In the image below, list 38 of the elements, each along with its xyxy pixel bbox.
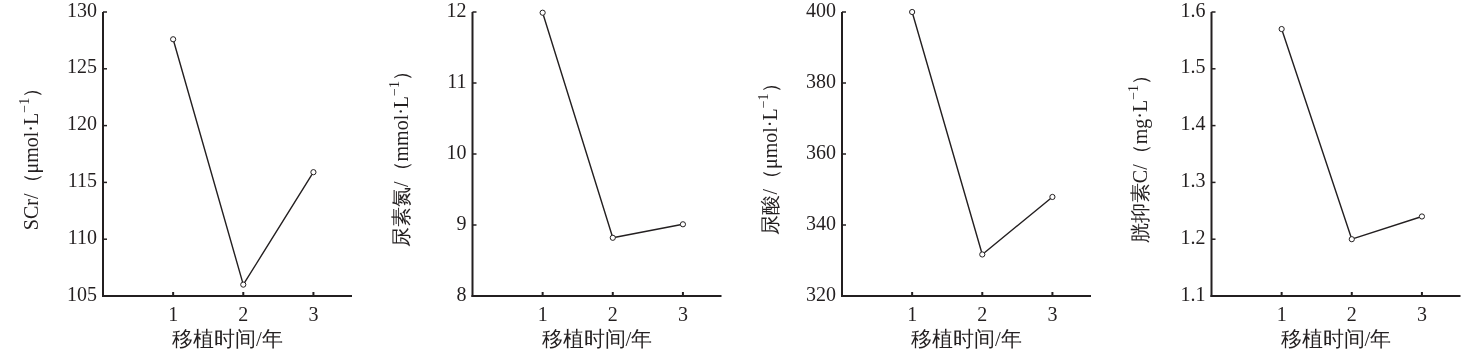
x-tick-label: 2 xyxy=(977,303,988,325)
y-tick-label: 110 xyxy=(67,225,97,248)
x-tick-label: 1 xyxy=(537,303,548,325)
y-tick-label: 9 xyxy=(456,211,467,234)
y-tick-label: 130 xyxy=(67,0,97,21)
y-tick-label: 120 xyxy=(67,112,97,135)
x-tick-label: 1 xyxy=(168,303,179,325)
x-tick-label: 3 xyxy=(677,303,688,325)
y-tick-label: 10 xyxy=(446,140,467,163)
y-tick-label: 125 xyxy=(67,55,97,78)
y-tick-label: 380 xyxy=(806,69,836,92)
y-tick-label: 1.1 xyxy=(1180,282,1206,305)
y-tick-label: 115 xyxy=(67,168,97,191)
x-axis-title: 移植时间/年 xyxy=(1280,327,1392,351)
x-axis-title: 移植时间/年 xyxy=(172,327,283,351)
y-tick-label: 1.4 xyxy=(1180,112,1206,135)
x-tick-label: 1 xyxy=(907,303,918,325)
x-axis-title: 移植时间/年 xyxy=(541,327,653,351)
y-tick-label: 105 xyxy=(67,282,97,305)
x-tick-label: 2 xyxy=(238,303,249,325)
x-tick-label: 3 xyxy=(1047,303,1058,325)
y-tick-label: 1.2 xyxy=(1180,225,1206,248)
y-tick-label: 340 xyxy=(806,211,836,234)
x-tick-label: 1 xyxy=(1276,303,1287,325)
x-tick-label: 2 xyxy=(1346,303,1357,325)
x-tick-label: 3 xyxy=(308,303,319,325)
x-axis-title: 移植时间/年 xyxy=(911,327,1022,351)
y-tick-label: 11 xyxy=(447,69,467,92)
y-tick-label: 1.3 xyxy=(1180,168,1206,191)
y-tick-label: 1.6 xyxy=(1180,0,1206,21)
y-tick-label: 1.5 xyxy=(1180,55,1206,78)
y-tick-label: 320 xyxy=(806,282,836,305)
y-tick-label: 8 xyxy=(456,282,467,305)
y-tick-label: 360 xyxy=(806,140,836,163)
x-tick-label: 3 xyxy=(1416,303,1427,325)
x-tick-label: 2 xyxy=(607,303,618,325)
y-tick-label: 400 xyxy=(806,0,836,21)
y-tick-label: 12 xyxy=(446,0,467,21)
